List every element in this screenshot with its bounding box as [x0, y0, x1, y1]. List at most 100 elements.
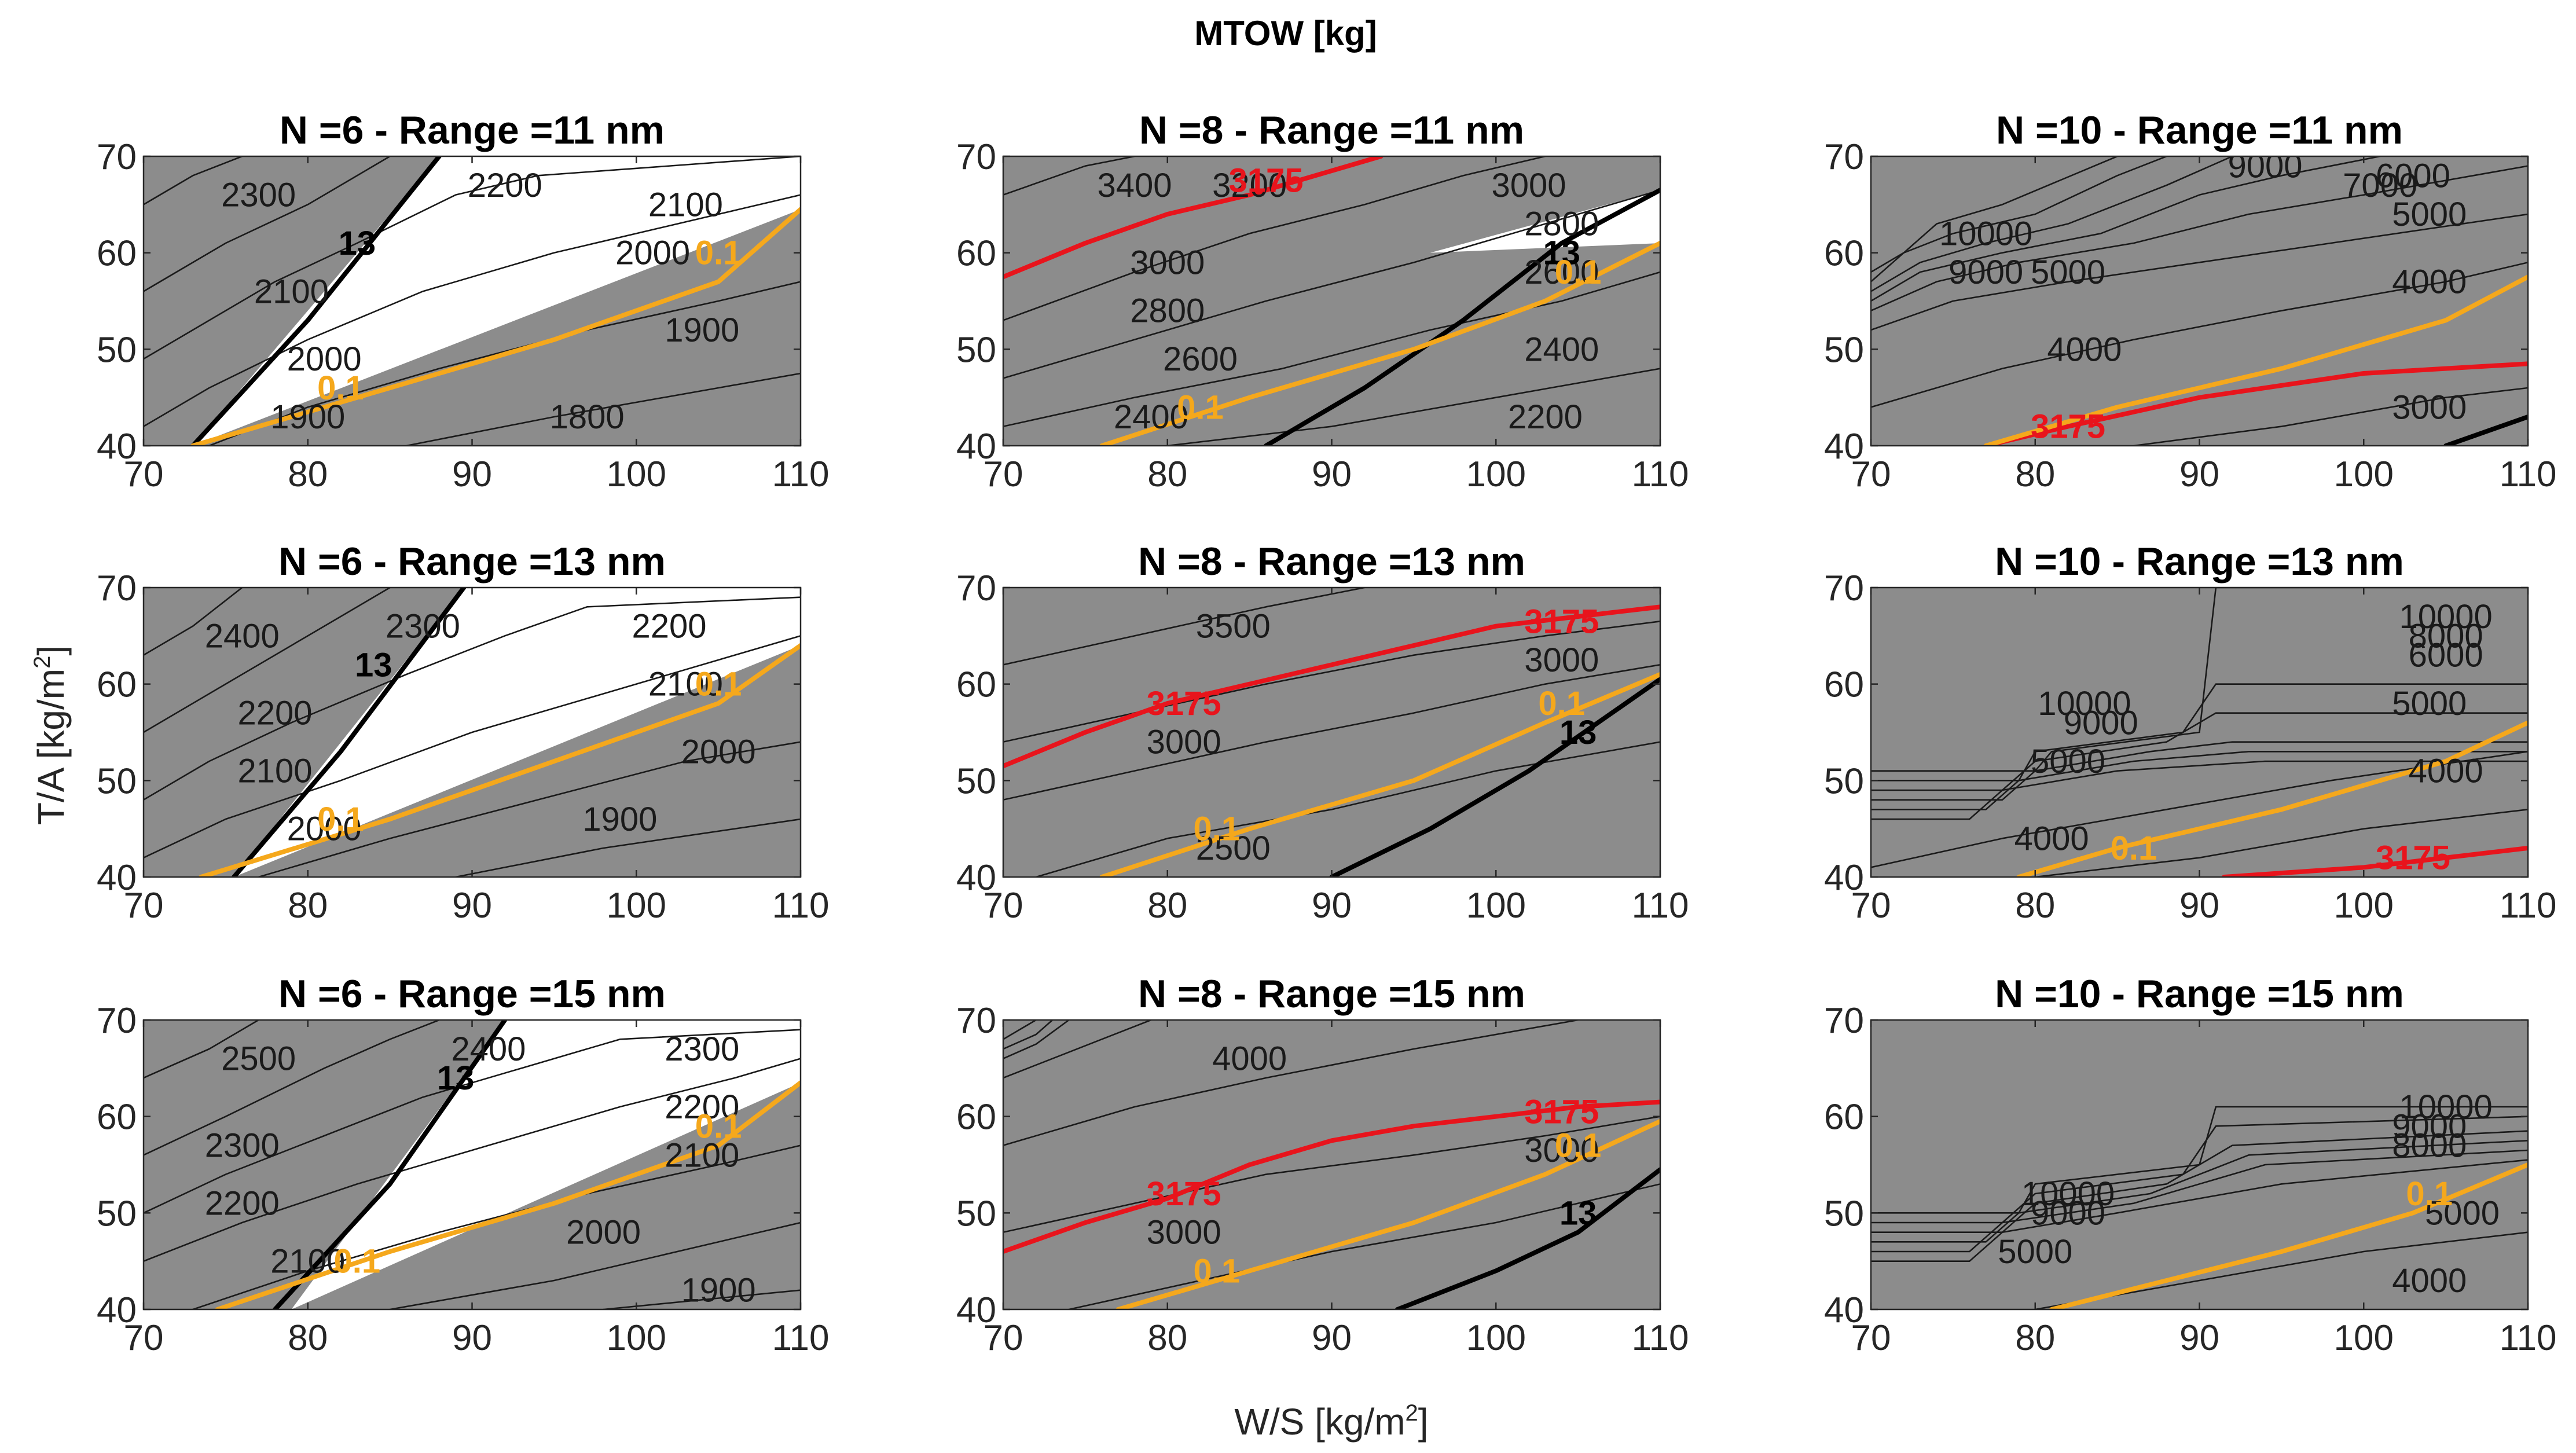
thin-contour-line	[1871, 760, 2528, 820]
contour-label-thin: 10000	[2038, 685, 2131, 722]
contour-label-thin: 7000	[2343, 167, 2417, 204]
y-tick-label: 40	[1824, 427, 1864, 467]
contour-label-thin: 2200	[632, 608, 706, 645]
contour-label-thin: 2300	[221, 177, 296, 214]
y-tick-label: 40	[97, 1290, 137, 1330]
y-tick-label: 70	[97, 568, 137, 608]
thin-contour-line	[1871, 165, 2528, 311]
y-tick-label: 50	[97, 330, 137, 370]
contour-label-thin: 2800	[1524, 206, 1599, 243]
y-tick-label: 60	[1824, 665, 1864, 705]
ratio-contour-line	[215, 1080, 801, 1309]
contour-label-thin: 2600	[1163, 340, 1238, 378]
x-tick-label: 80	[288, 1318, 328, 1358]
contour-label-thin: 2300	[205, 1127, 280, 1165]
x-tick-label: 90	[452, 1318, 492, 1358]
contour-label-ratio: 0.1	[1555, 1127, 1602, 1165]
contour-label-thin: 8000	[2392, 1127, 2467, 1165]
thin-contour-line	[1166, 368, 1660, 446]
contour-label-thin: 2000	[287, 340, 362, 378]
contour-label-ratio: 0.1	[1194, 1252, 1241, 1290]
contour-label-ratio: 0.1	[1538, 685, 1585, 722]
x-tick-label: 80	[1147, 1318, 1187, 1358]
thin-contour-line	[1003, 621, 1660, 743]
x-tick-label: 110	[1632, 886, 1689, 926]
thin-contour-line	[144, 156, 801, 360]
contour-label-bold13: 13	[1559, 714, 1597, 751]
thin-contour-line	[144, 1029, 801, 1214]
contour-label-thin: 1900	[665, 311, 739, 349]
contour-label-thin: 3000	[1147, 1214, 1221, 1252]
contour-label-mtow: 3175	[1147, 685, 1221, 722]
y-tick-label: 40	[97, 427, 137, 467]
x-tick-label: 70	[124, 886, 164, 926]
contour-label-thin: 10000	[1939, 215, 2032, 252]
bold13-contour-line	[232, 588, 467, 877]
x-tick-label: 80	[288, 886, 328, 926]
panel-3: 1000090009000700060005000500040004000300…	[1824, 108, 2556, 494]
x-tick-label: 110	[2500, 454, 2557, 494]
thin-contour-line	[1871, 751, 2528, 868]
y-tick-label: 40	[956, 1290, 996, 1330]
feasible-region	[234, 588, 801, 877]
mtow-contour-line	[1983, 361, 2528, 446]
contour-label-thin: 2400	[451, 1030, 526, 1068]
thin-contour-line	[1871, 741, 2528, 801]
y-tick-label: 50	[97, 1194, 137, 1234]
thin-contour-line	[1003, 189, 1660, 379]
x-tick-label: 80	[288, 454, 328, 494]
y-tick-label: 60	[97, 234, 137, 274]
y-tick-label: 70	[97, 137, 137, 177]
feasible-region	[291, 1020, 801, 1309]
x-tick-label: 70	[1851, 1318, 1891, 1358]
contour-label-thin: 9000	[2031, 1194, 2105, 1232]
contour-label-mtow: 3175	[1228, 162, 1303, 200]
x-tick-label: 100	[2334, 886, 2394, 926]
thin-contour-line	[1003, 1020, 1037, 1040]
ratio-contour-line	[1099, 672, 1660, 877]
thin-contour-line	[1871, 156, 2381, 302]
thin-contour-line	[454, 818, 801, 877]
bold13-contour-line	[1264, 188, 1660, 446]
ratio-contour-line	[199, 643, 801, 877]
y-tick-label: 40	[956, 427, 996, 467]
contour-label-bold13: 13	[339, 225, 376, 262]
contour-label-thin: 4000	[2014, 820, 2089, 857]
contour-label-thin: 2000	[615, 234, 690, 272]
ratio-contour-line	[190, 207, 801, 446]
bold13-contour-line	[2443, 414, 2528, 446]
x-tick-label: 80	[2015, 454, 2055, 494]
contour-label-thin: 6000	[2409, 637, 2483, 674]
contour-label-thin: 5000	[1998, 1233, 2072, 1271]
thin-contour-line	[144, 156, 243, 206]
contour-label-thin: 2200	[237, 695, 312, 732]
contour-label-thin: 2000	[287, 810, 362, 848]
y-tick-label: 60	[956, 1098, 996, 1138]
plot-area: 2500 2400 2300 2300 2200 2200 2100 2100 2000 1900…	[144, 1020, 801, 1309]
contour-label-ratio: 0.1	[695, 666, 742, 703]
thin-contour-line	[144, 1058, 801, 1262]
x-tick-label: 80	[2015, 886, 2055, 926]
thin-contour-line	[144, 635, 801, 858]
thin-contour-line	[1871, 751, 2528, 810]
x-tick-label: 70	[984, 886, 1023, 926]
thin-contour-line	[1003, 664, 1660, 801]
x-axis-label: W/S [kg/m2]	[1234, 1400, 1428, 1443]
contour-label-ratio: 0.1	[1194, 810, 1241, 848]
x-tick-label: 100	[607, 454, 666, 494]
x-tick-label: 70	[1851, 454, 1891, 494]
thin-contour-line	[1003, 1020, 1579, 1146]
thin-contour-line	[1871, 156, 2233, 292]
contour-label-mtow: 3175	[2031, 408, 2105, 446]
x-tick-label: 100	[607, 1318, 666, 1358]
y-tick-label: 50	[1824, 1194, 1864, 1234]
bold13-contour-line	[273, 1020, 508, 1309]
contour-label-ratio: 0.1	[317, 801, 364, 838]
ratio-contour-line	[2016, 720, 2528, 877]
panel-title: N =10 - Range =11 nm	[1996, 108, 2403, 152]
y-tick-label: 50	[956, 330, 996, 370]
